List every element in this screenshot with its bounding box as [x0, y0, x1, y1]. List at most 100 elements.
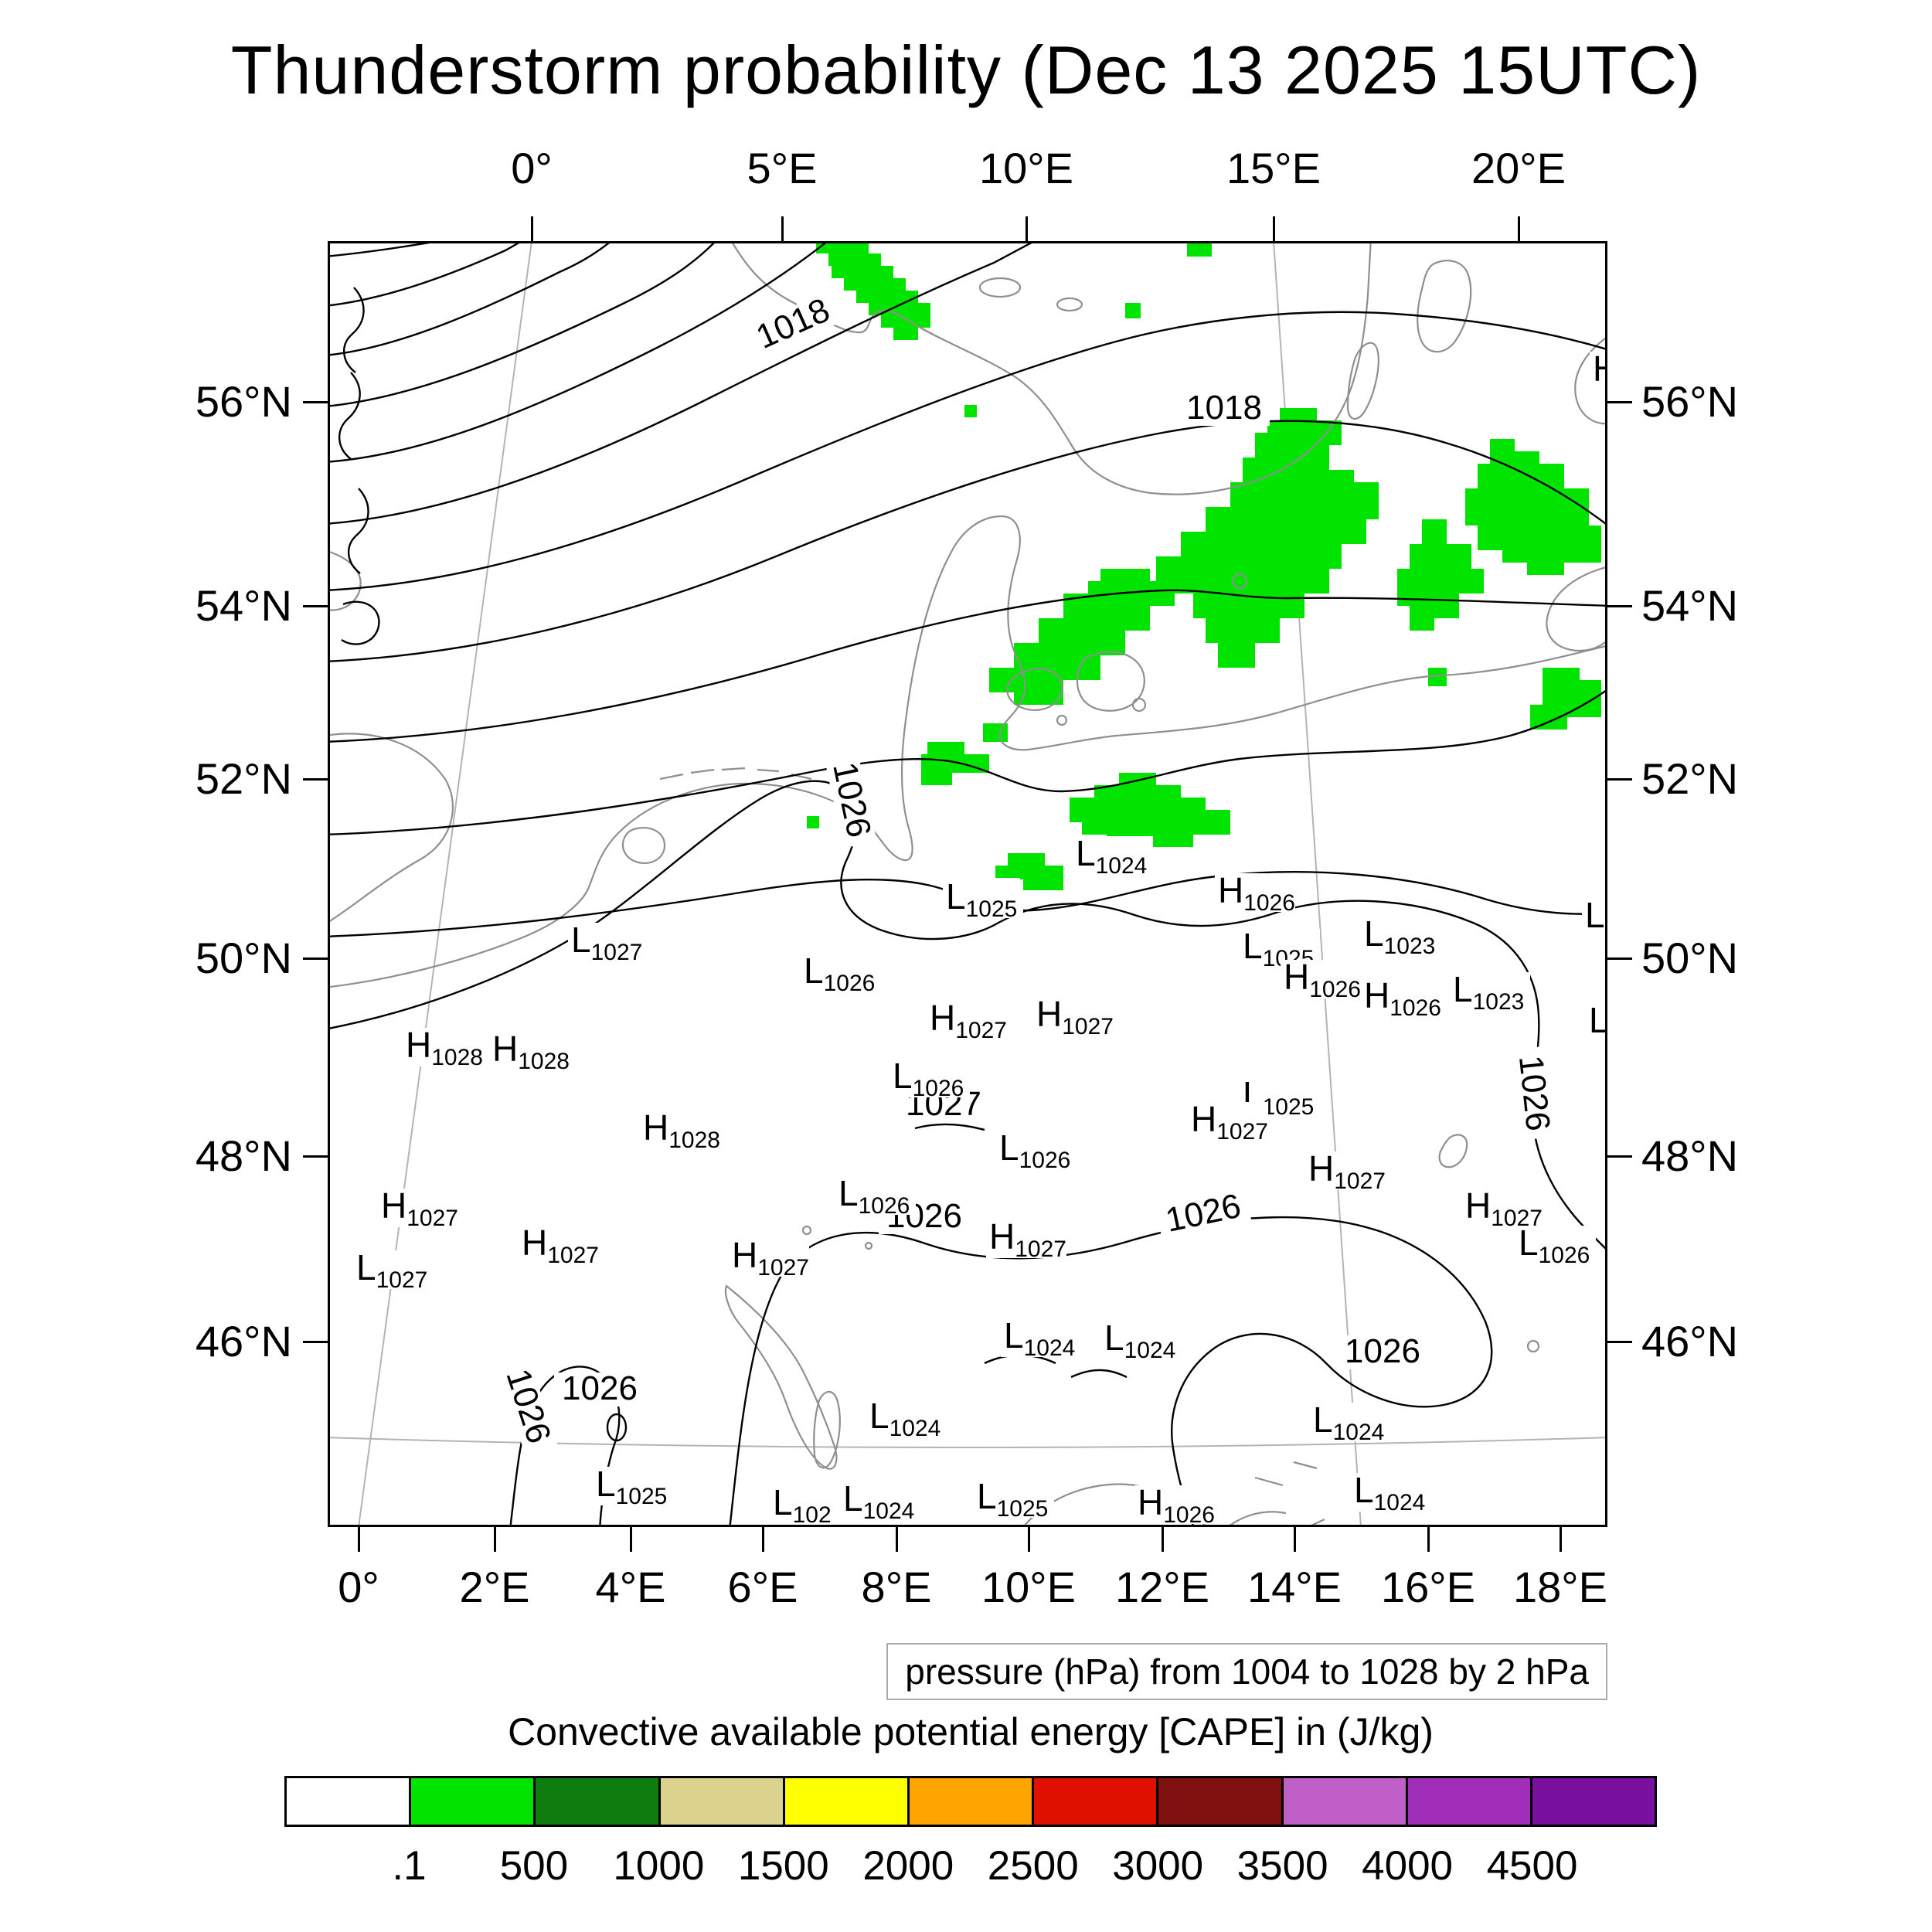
pressure-center-mask — [1033, 997, 1114, 1036]
axis-tick-mark — [493, 1527, 496, 1552]
axis-tick-label: 54°N — [1641, 581, 1739, 630]
pressure-center-label: L1023 — [1453, 969, 1524, 1015]
pressure-center-label: H1026 — [1364, 975, 1441, 1021]
colorbar-segment — [1034, 1778, 1159, 1825]
axis-tick-mark — [1607, 1155, 1632, 1158]
pressure-center-mask — [943, 879, 1023, 918]
pressure-center-mask — [1215, 873, 1295, 912]
cape-region-central-germany-small — [995, 853, 1063, 890]
svg-text:1026: 1026 — [562, 1369, 638, 1407]
pressure-center-mask — [1515, 1226, 1596, 1264]
axis-tick-label: 56°N — [1641, 377, 1739, 426]
colorbar-segment — [1407, 1778, 1532, 1825]
axis-tick-label: 16°E — [1380, 1563, 1476, 1611]
pressure-center-label: H1028 — [406, 1025, 483, 1070]
colorbar-tick-label: .1 — [392, 1843, 427, 1889]
pressure-center-mask — [996, 1131, 1077, 1169]
pressure-center-mask — [568, 923, 648, 961]
pressure-center-mask — [1001, 1318, 1081, 1357]
cape-region-north-germany-blob — [989, 569, 1175, 705]
axis-tick-label: 12°E — [1114, 1563, 1210, 1611]
cape-region-skagerrak-streak — [816, 241, 930, 340]
axis-tick-label: 0° — [511, 144, 553, 192]
axis-tick-mark — [1517, 216, 1520, 241]
axis-tick-mark — [1559, 1527, 1562, 1552]
axis-tick-mark — [1027, 1527, 1030, 1552]
pressure-center-mask — [801, 954, 881, 992]
pressure-center-mask — [1450, 972, 1530, 1011]
cape-region-northwest-germany-streak — [921, 742, 989, 785]
pressure-center-mask — [403, 1028, 483, 1066]
pressure-center-mask — [519, 1226, 599, 1264]
colorbar-tick-label: 2000 — [862, 1843, 954, 1889]
isobars-layer — [328, 241, 1607, 1527]
colorbar-tick-label: 1500 — [737, 1843, 829, 1889]
pressure-center-mask — [770, 1485, 837, 1524]
axis-tick-mark — [629, 1527, 632, 1552]
axis-tick-label: 50°N — [1641, 934, 1739, 982]
isobar-value-label: 1026 — [1337, 1332, 1428, 1370]
axis-tick-mark — [761, 1527, 764, 1552]
axis-tick-label: 10°E — [981, 1563, 1077, 1611]
pressure-center-label: H1026 — [1284, 957, 1361, 1002]
pressure-center-mask — [353, 1250, 434, 1289]
cape-region-speck-n-germany — [983, 723, 1008, 742]
colorbar-segment — [1283, 1778, 1408, 1825]
axis-tick-label: 15°E — [1226, 144, 1321, 192]
pressure-center-mask — [866, 1399, 947, 1437]
axis-tick-mark — [1607, 400, 1632, 403]
chart-title: Thunderstorm probability (Dec 13 2025 15… — [230, 32, 1702, 108]
axis-tick-label: 5°E — [747, 144, 818, 192]
pressure-center-mask — [889, 1059, 970, 1097]
pressure-center-label: L1026 — [893, 1056, 964, 1101]
pressure-center-mask — [986, 1219, 1066, 1258]
axis-tick-label: 48°N — [1641, 1131, 1739, 1180]
svg-text:1018: 1018 — [750, 291, 835, 356]
cape-region-poland-coast-blob — [1530, 668, 1601, 730]
pressure-legend: pressure (hPa) from 1004 to 1028 by 2 hP… — [886, 1643, 1607, 1700]
pressure-center-mask — [1351, 1473, 1431, 1512]
pressure-center-label: H1027 — [522, 1223, 599, 1268]
pressure-center-mask — [840, 1481, 920, 1520]
cape-region-baltic-southeast-blob — [1397, 519, 1484, 631]
colorbar-segment — [909, 1778, 1035, 1825]
axis-tick-label: 18°E — [1512, 1563, 1608, 1611]
colorbar-tick-label: 3000 — [1112, 1843, 1204, 1889]
cape-region-speck-jutland — [964, 405, 977, 417]
map-frame — [328, 241, 1607, 1527]
pressure-center-label: L1024 — [1313, 1400, 1384, 1445]
colorbar-tick-label: 1000 — [613, 1843, 705, 1889]
pressure-center-label: H1027 — [1308, 1148, 1386, 1194]
axis-tick-mark — [1427, 1527, 1430, 1552]
axis-tick-label: 52°N — [1641, 754, 1739, 803]
colorbar-tick-label: 4500 — [1486, 1843, 1578, 1889]
cape-region-speck-ne — [1428, 668, 1447, 686]
pressure-center-mask — [1281, 960, 1361, 998]
axis-tick-mark — [530, 216, 533, 241]
svg-text:1026: 1026 — [825, 759, 878, 841]
axis-tick-mark — [1607, 604, 1632, 607]
pressure-center-label: L1024 — [1076, 833, 1147, 879]
colorbar-tick-label: 3500 — [1236, 1843, 1328, 1889]
axis-tick-mark — [303, 604, 328, 607]
axis-tick-label: 0° — [338, 1563, 379, 1611]
axis-tick-mark — [1293, 1527, 1296, 1552]
axis-tick-mark — [1161, 1527, 1164, 1552]
cape-region-speck-nl — [807, 816, 819, 828]
axis-tick-label: 10°E — [978, 144, 1074, 192]
pressure-center-label: H1026 — [1138, 1482, 1215, 1527]
colorbar-segment — [660, 1778, 785, 1825]
pressure-center-mask — [489, 1032, 570, 1070]
pressure-center-label: L1027 — [356, 1247, 427, 1293]
axis-tick-mark — [895, 1527, 898, 1552]
cape-region-baltic-east-blob — [1465, 439, 1601, 575]
pressure-center-label: L1024 — [1104, 1318, 1175, 1363]
cape-shading-layer — [807, 241, 1601, 890]
axis-tick-mark — [303, 777, 328, 781]
colorbar-segment — [784, 1778, 910, 1825]
axis-tick-label: 8°E — [861, 1563, 932, 1611]
pressure-center-label: L1025 — [596, 1464, 667, 1509]
